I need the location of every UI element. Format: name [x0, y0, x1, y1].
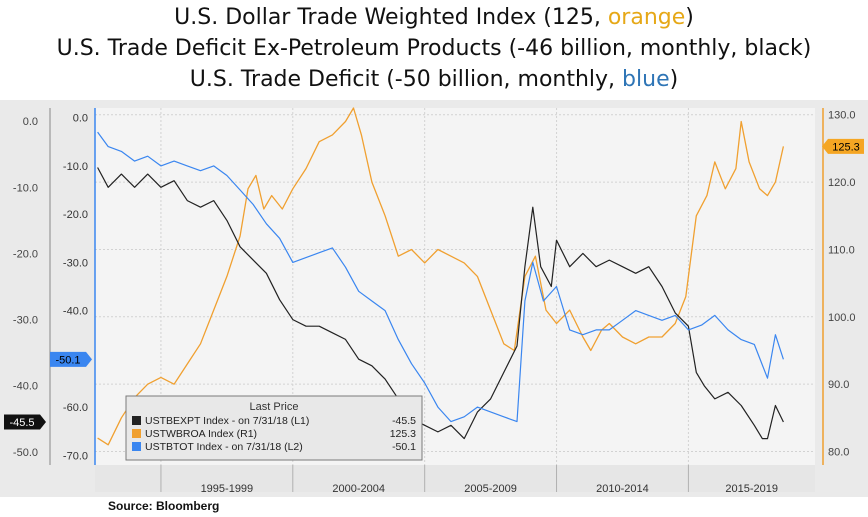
legend-swatch-orange [132, 429, 141, 438]
r1-tick-label: 120.0 [828, 177, 856, 189]
x-tick-label-2015-2019: 2015-2019 [725, 483, 778, 495]
legend-value-orange: 125.3 [390, 428, 416, 440]
l1-tick-label: 0.0 [23, 116, 38, 128]
l1-tick-label: -30.0 [13, 315, 38, 327]
series-line-orange [97, 107, 785, 446]
title-line-3: U.S. Trade Deficit (-50 billion, monthly… [0, 64, 868, 95]
legend-box [125, 395, 423, 461]
tag-l1-text: -45.5 [9, 417, 34, 429]
x-tick-label-1995-1999: 1995-1999 [201, 483, 254, 495]
r1-tick-label: 100.0 [828, 312, 856, 324]
r1-tick-label: 110.0 [828, 244, 855, 256]
tag-l2-shape [50, 351, 92, 367]
source-note: Source: Bloomberg [108, 499, 220, 513]
tag-r1-text: 125.3 [832, 141, 860, 153]
l2-tick-label: -60.0 [63, 402, 88, 414]
chart-title-block: U.S. Dollar Trade Weighted Index (125, o… [0, 2, 868, 95]
l2-tick-label: -40.0 [63, 306, 88, 318]
legend-value-blue: -50.1 [392, 441, 416, 453]
l1-tick-label: -20.0 [13, 248, 38, 260]
x-tick-label-2000-2004: 2000-2004 [332, 483, 385, 495]
title-line-1-prefix: U.S. Dollar Trade Weighted Index (125, [174, 5, 608, 30]
x-tick-label-2005-2009: 2005-2009 [464, 483, 517, 495]
l2-tick-label: -30.0 [63, 257, 88, 269]
tag-l1-shape [4, 414, 46, 430]
legend-value-black: -45.5 [392, 415, 416, 427]
tag-l2-text: -50.1 [55, 354, 80, 366]
tag-r1-shape [822, 138, 864, 154]
legend-swatch-black [132, 416, 141, 425]
l1-tick-label: -10.0 [13, 182, 38, 194]
l2-tick-label: -10.0 [63, 161, 88, 173]
legend-label-orange: USTWBROA Index (R1) [145, 428, 257, 440]
x-tick-label-2010-2014: 2010-2014 [596, 483, 649, 495]
r1-tick-label: 80.0 [828, 447, 849, 459]
title-line-3-prefix: U.S. Trade Deficit (-50 billion, monthly… [189, 67, 623, 92]
title-blue-word: blue [622, 67, 670, 92]
legend-swatch-blue [132, 442, 141, 451]
r1-tick-label: 130.0 [828, 110, 856, 122]
l1-tick-label: -40.0 [13, 381, 38, 393]
legend-title: Last Price [250, 401, 299, 413]
l2-tick-label: 0.0 [73, 113, 88, 125]
title-line-1-suffix: ) [685, 5, 694, 30]
r1-tick-label: 90.0 [828, 379, 849, 391]
x-axis-band [95, 465, 815, 492]
legend-label-black: USTBEXPT Index - on 7/31/18 (L1) [145, 415, 309, 427]
trade-chart: 1995-1999 2000-2004 2005-2009 2010-2014 2015… [0, 100, 868, 497]
legend-label-blue: USTBTOT Index - on 7/31/18 (L2) [145, 441, 303, 453]
title-line-2: U.S. Trade Deficit Ex-Petroleum Products… [56, 36, 812, 61]
title-line-3-suffix: ) [669, 67, 679, 92]
series-line-blue [97, 131, 784, 423]
title-orange-word: orange [607, 5, 686, 30]
l1-tick-label: -50.0 [13, 447, 38, 459]
series-line-black [97, 167, 784, 440]
l2-tick-label: -70.0 [63, 450, 88, 462]
title-line-1: U.S. Dollar Trade Weighted Index (125, o… [0, 2, 868, 33]
l2-tick-label: -20.0 [63, 209, 88, 221]
